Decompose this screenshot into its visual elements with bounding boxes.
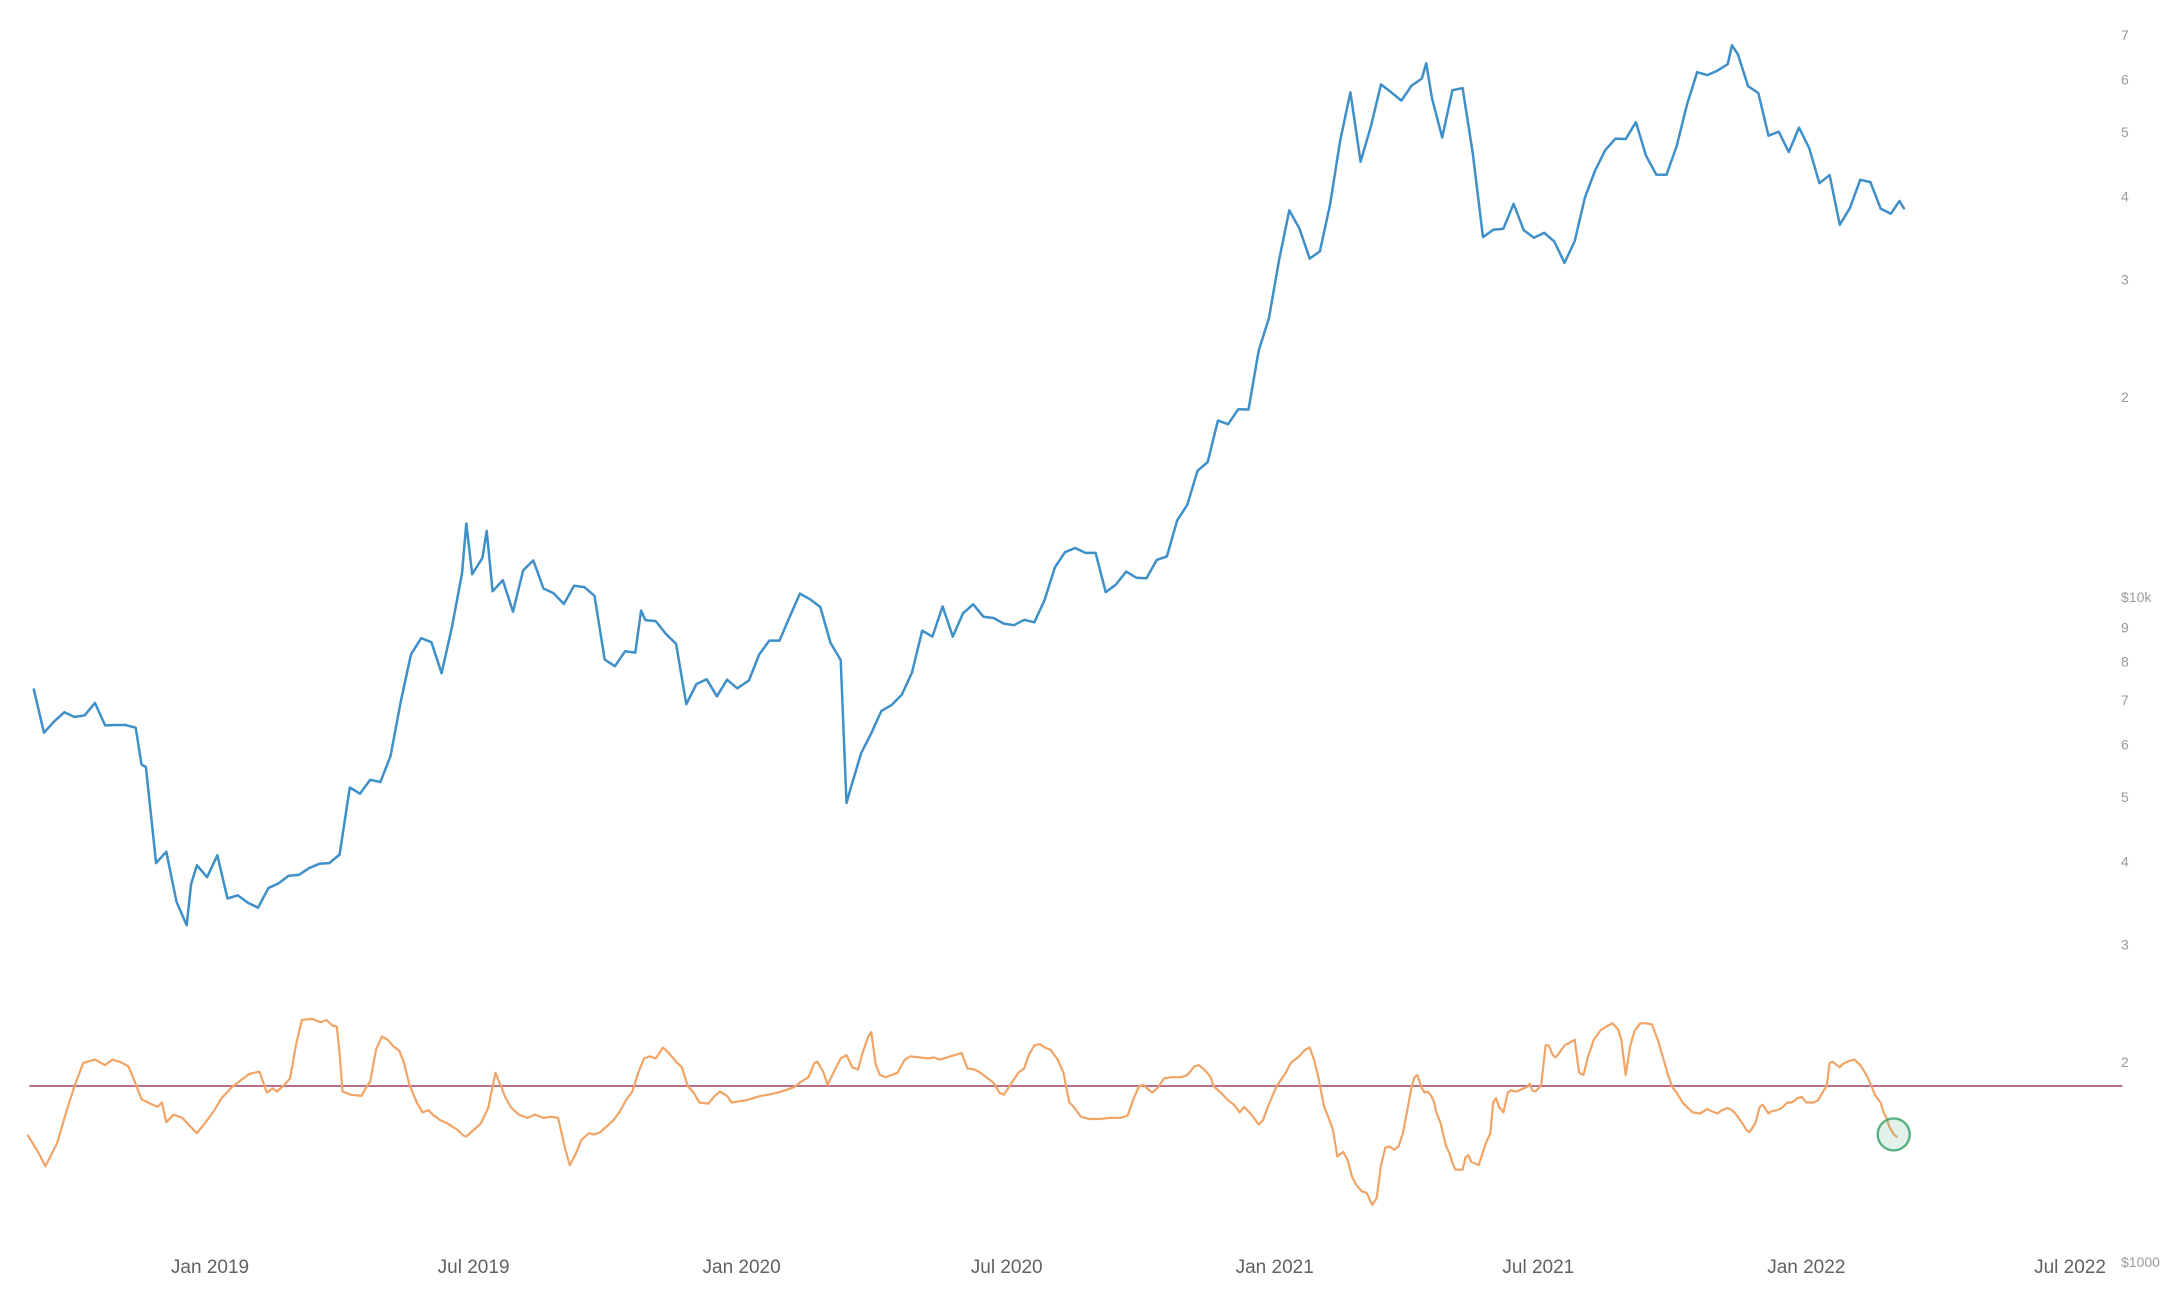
y-axis-tick-label: 5 [2121, 124, 2129, 140]
y-axis-tick-label: 3 [2121, 272, 2129, 288]
y-axis-tick-label: 7 [2121, 27, 2129, 43]
y-axis-tick-label: $10k [2121, 589, 2152, 605]
series-layer [26, 44, 1906, 1206]
y-axis-tick-label: 5 [2121, 789, 2129, 805]
y-axis-tick-label: 4 [2121, 854, 2129, 870]
x-axis-tick-label: Jan 2020 [703, 1257, 781, 1278]
latest-value-marker [1876, 1117, 1911, 1152]
y-axis-tick-label: 2 [2121, 389, 2129, 405]
y-axis-tick-label: 8 [2121, 653, 2129, 669]
x-axis-tick-label: Jul 2020 [971, 1257, 1043, 1278]
y-axis-tick-label: 6 [2121, 72, 2129, 88]
y-axis-tick-label: 9 [2121, 619, 2129, 635]
x-axis-tick-label: Jan 2022 [1767, 1257, 1845, 1278]
x-axis-tick-label: Jul 2021 [1502, 1257, 1574, 1278]
y-axis-tick-label: 7 [2121, 692, 2129, 708]
x-axis-tick-label: Jul 2022 [2034, 1257, 2106, 1278]
y-axis-labels: 7 6 5 4 3 2 $10k 9 8 7 6 5 4 3 2 $1000 [2121, 27, 2160, 1270]
x-axis-labels: Jan 2019 Jul 2019 Jan 2020 Jul 2020 Jan 2021… [171, 1257, 2106, 1278]
y-axis-tick-label: 6 [2121, 737, 2129, 753]
oscillator-line [26, 1017, 1898, 1206]
y-axis-tick-label: 2 [2121, 1054, 2129, 1070]
y-axis-tick-label: 4 [2121, 189, 2129, 205]
x-axis-tick-label: Jul 2019 [438, 1257, 510, 1278]
price-line [32, 44, 1906, 927]
y-axis-tick-label: $1000 [2121, 1254, 2160, 1270]
x-axis-tick-label: Jan 2019 [171, 1257, 249, 1278]
y-axis-tick-label: 3 [2121, 937, 2129, 953]
x-axis-tick-label: Jan 2021 [1236, 1257, 1314, 1278]
latest-value-marker-layer [1876, 1117, 1911, 1152]
